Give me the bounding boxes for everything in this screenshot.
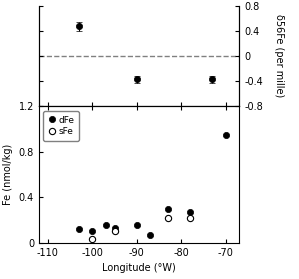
dFe [188,210,192,214]
Line: sFe: sFe [89,215,193,242]
sFe [91,237,94,240]
sFe [166,216,170,219]
X-axis label: Longitude (°W): Longitude (°W) [102,263,176,273]
dFe [91,230,94,233]
Y-axis label: Fe (nmol/kg): Fe (nmol/kg) [3,144,13,205]
dFe [77,227,81,231]
dFe [166,207,170,210]
Y-axis label: δ56Fe (per mille): δ56Fe (per mille) [274,15,284,98]
dFe [135,223,139,226]
dFe [113,226,116,230]
dFe [148,233,152,237]
Legend: dFe, sFe: dFe, sFe [43,111,79,141]
Line: dFe: dFe [76,132,229,238]
sFe [188,216,192,219]
sFe [113,230,116,233]
dFe [104,223,107,226]
dFe [224,133,228,136]
